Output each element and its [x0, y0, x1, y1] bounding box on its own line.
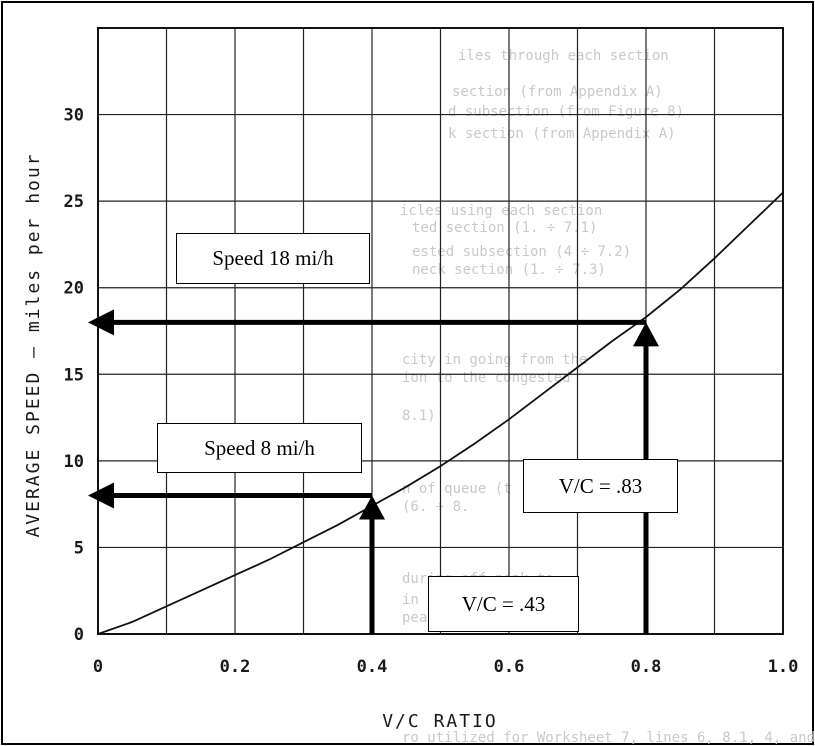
background-text-line: 8.1)	[402, 408, 436, 424]
speed-curve-line	[97, 191, 784, 635]
y-tick-label: 25	[64, 192, 84, 212]
y-tick-label: 5	[74, 538, 84, 558]
background-text-line: ested subsection (4 ÷ 7.2)	[412, 244, 631, 260]
background-text-line: k section (from Appendix A)	[448, 126, 676, 142]
annotation-arrow-head	[88, 482, 114, 509]
x-tick-label: 0	[93, 657, 103, 677]
background-text-line: ted section (1. ÷ 7.1)	[412, 220, 597, 236]
y-tick-label: 0	[74, 625, 84, 645]
x-tick-label: 0.2	[220, 657, 251, 677]
x-tick-label: 1.0	[768, 657, 799, 677]
background-text-line: d subsection (from Figure 8)	[448, 104, 684, 120]
callout-vc-043: V/C = .43	[428, 576, 579, 632]
annotation-arrow-head	[633, 322, 659, 347]
x-tick-label: 0.8	[631, 657, 662, 677]
y-tick-label: 30	[64, 106, 84, 126]
annotation-arrow-head	[359, 495, 385, 520]
background-text-line: ro utilized for Worksheet 7, lines 6, 8.…	[402, 730, 815, 746]
background-text-line: icles using each section	[400, 203, 602, 219]
annotation-arrow-head	[88, 309, 114, 336]
chart-series	[97, 191, 784, 635]
callout-speed-8: Speed 8 mi/h	[157, 423, 362, 473]
callout-speed-18: Speed 18 mi/h	[176, 233, 370, 284]
background-text-line: city in going from the	[402, 352, 587, 368]
plot-area-border	[97, 27, 784, 635]
background-text-line: n of queue (t	[402, 481, 512, 497]
y-tick-label: 20	[64, 279, 84, 299]
background-text-line: (6. ÷ 8.	[402, 499, 469, 515]
background-text-line: iles through each section	[458, 48, 669, 64]
x-axis-title: V/C RATIO	[382, 711, 498, 732]
chart-tick-labels: 0 0.2 0.4 0.6 0.8 1.0 0 5 10 15 20 25 30	[64, 106, 799, 677]
y-tick-label: 10	[64, 452, 84, 472]
background-text-line: section (from Appendix A)	[452, 84, 663, 100]
background-worksheet-text: iles through each section section (from A…	[400, 48, 815, 746]
x-tick-label: 0.6	[494, 657, 525, 677]
callout-vc-083: V/C = .83	[523, 459, 678, 513]
x-tick-label: 0.4	[357, 657, 388, 677]
background-text-line: ion to the congested	[402, 370, 571, 386]
y-axis-title: AVERAGE SPEED — miles per hour	[23, 152, 44, 537]
y-tick-label: 15	[64, 365, 84, 385]
